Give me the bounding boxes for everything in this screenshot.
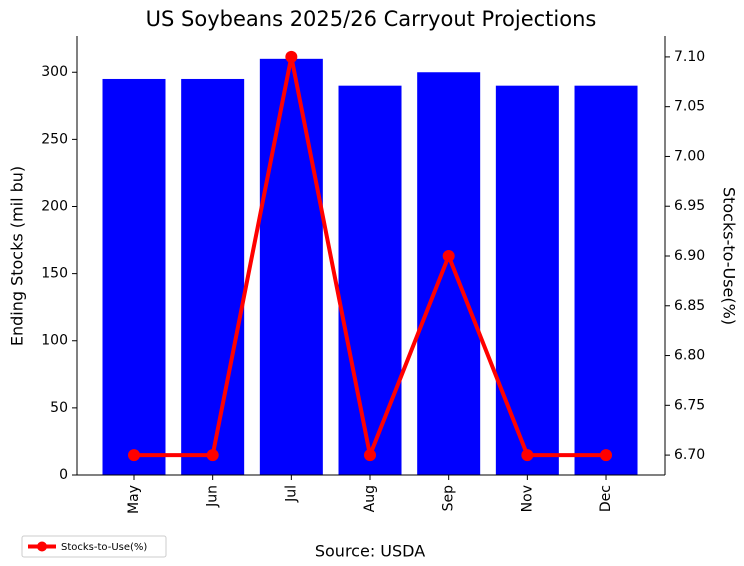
line-point bbox=[364, 449, 377, 462]
y2-tick-label: 7.00 bbox=[674, 148, 705, 164]
bar bbox=[574, 85, 638, 475]
line-point bbox=[521, 449, 534, 462]
y2-tick-label: 6.90 bbox=[674, 248, 705, 264]
x-tick-label: Jun bbox=[205, 485, 221, 508]
bar bbox=[338, 85, 402, 475]
legend: Stocks-to-Use(%) bbox=[21, 535, 167, 558]
y-tick-label: 150 bbox=[41, 266, 68, 282]
y2-tick-label: 6.70 bbox=[674, 447, 705, 463]
legend-box bbox=[21, 535, 167, 558]
line-point bbox=[442, 249, 455, 262]
chart-title: US Soybeans 2025/26 Carryout Projections bbox=[146, 7, 597, 31]
legend-marker bbox=[37, 541, 47, 552]
bar bbox=[259, 58, 323, 475]
y-tick-label: 300 bbox=[41, 64, 68, 80]
y2-tick-label: 7.10 bbox=[674, 49, 705, 65]
y-axis-label: Ending Stocks (mil bu) bbox=[8, 166, 27, 346]
y2-axis-label: Stocks-to-Use(%) bbox=[720, 187, 739, 325]
source-note: Source: USDA bbox=[315, 542, 425, 561]
legend-label: Stocks-to-Use(%) bbox=[61, 542, 147, 553]
y-tick-label: 200 bbox=[41, 198, 68, 214]
y-tick-label: 0 bbox=[59, 467, 68, 483]
bar bbox=[181, 78, 245, 476]
y-tick-label: 50 bbox=[50, 400, 68, 416]
x-tick-label: Aug bbox=[362, 485, 378, 512]
y2-tick-label: 6.75 bbox=[674, 397, 705, 413]
x-tick-label: Jul bbox=[283, 485, 299, 503]
y2-tick-label: 6.80 bbox=[674, 348, 705, 364]
y-tick-label: 250 bbox=[41, 131, 68, 147]
x-tick-label: Dec bbox=[598, 485, 614, 512]
y2-tick-label: 6.85 bbox=[674, 298, 705, 314]
y2-tick-label: 6.95 bbox=[674, 198, 705, 214]
y-tick-label: 100 bbox=[41, 333, 68, 349]
x-tick-label: May bbox=[126, 485, 142, 514]
bar bbox=[102, 78, 166, 476]
line-point bbox=[600, 449, 613, 462]
bar bbox=[417, 72, 481, 475]
line-point bbox=[285, 50, 298, 63]
line-point bbox=[206, 449, 219, 462]
x-tick-label: Sep bbox=[441, 485, 457, 512]
x-tick-label: Nov bbox=[519, 485, 535, 512]
y2-tick-label: 7.05 bbox=[674, 99, 705, 115]
line-point bbox=[128, 449, 140, 462]
bar bbox=[495, 85, 559, 475]
